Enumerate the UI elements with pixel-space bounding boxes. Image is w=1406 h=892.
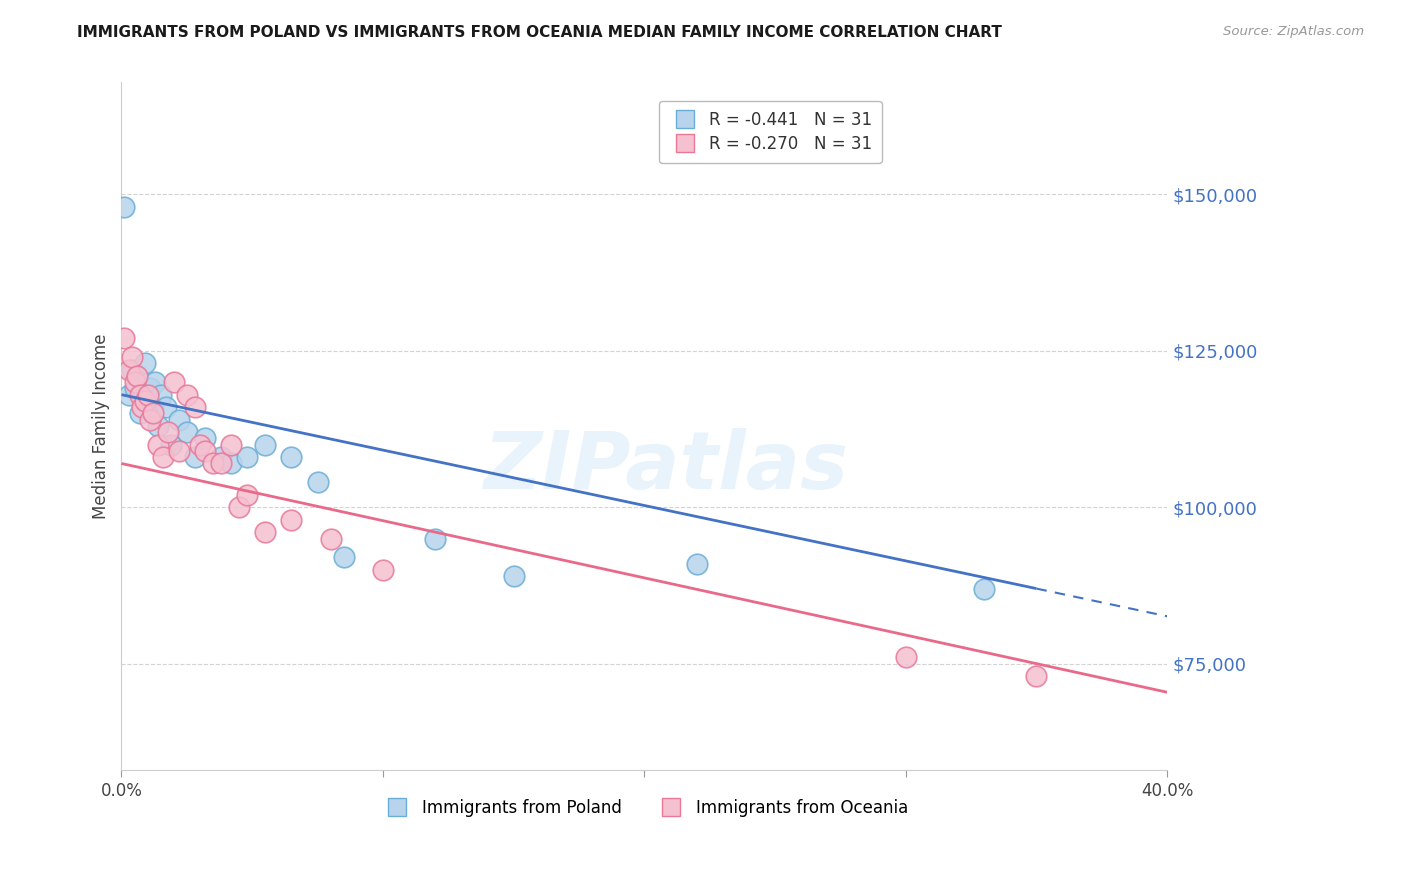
Point — [973, 582, 995, 596]
Point — [136, 393, 159, 408]
Point — [254, 525, 277, 540]
Point — [145, 375, 167, 389]
Text: Source: ZipAtlas.com: Source: ZipAtlas.com — [1223, 25, 1364, 38]
Point — [157, 425, 180, 440]
Point — [121, 362, 143, 376]
Point — [127, 368, 149, 383]
Point — [142, 406, 165, 420]
Point — [183, 450, 205, 465]
Point — [219, 438, 242, 452]
Point — [425, 532, 447, 546]
Point — [112, 200, 135, 214]
Text: ZIPatlas: ZIPatlas — [482, 428, 848, 507]
Point — [1025, 669, 1047, 683]
Point — [139, 413, 162, 427]
Legend: Immigrants from Poland, Immigrants from Oceania: Immigrants from Poland, Immigrants from … — [373, 792, 915, 823]
Point — [160, 438, 183, 452]
Point — [128, 387, 150, 401]
Point — [167, 413, 190, 427]
Point — [685, 557, 707, 571]
Point — [894, 650, 917, 665]
Point — [502, 569, 524, 583]
Point — [176, 387, 198, 401]
Point — [124, 375, 146, 389]
Point — [152, 450, 174, 465]
Text: IMMIGRANTS FROM POLAND VS IMMIGRANTS FROM OCEANIA MEDIAN FAMILY INCOME CORRELATI: IMMIGRANTS FROM POLAND VS IMMIGRANTS FRO… — [77, 25, 1002, 40]
Point — [149, 387, 172, 401]
Point — [194, 444, 217, 458]
Point — [228, 500, 250, 515]
Point — [371, 563, 394, 577]
Point — [134, 393, 156, 408]
Point — [121, 350, 143, 364]
Y-axis label: Median Family Income: Median Family Income — [93, 334, 110, 519]
Point — [176, 425, 198, 440]
Point — [280, 450, 302, 465]
Point — [163, 375, 186, 389]
Point — [167, 444, 190, 458]
Point — [183, 400, 205, 414]
Point — [219, 457, 242, 471]
Point — [146, 438, 169, 452]
Point — [201, 457, 224, 471]
Point — [236, 488, 259, 502]
Point — [127, 368, 149, 383]
Point — [112, 331, 135, 345]
Point — [188, 438, 211, 452]
Point — [236, 450, 259, 465]
Point — [319, 532, 342, 546]
Point — [131, 400, 153, 414]
Point — [131, 387, 153, 401]
Point — [118, 387, 141, 401]
Point — [134, 356, 156, 370]
Point — [209, 457, 232, 471]
Point — [139, 381, 162, 395]
Point — [146, 419, 169, 434]
Point — [136, 387, 159, 401]
Point — [118, 362, 141, 376]
Point — [254, 438, 277, 452]
Point — [307, 475, 329, 490]
Point — [194, 432, 217, 446]
Point — [124, 381, 146, 395]
Point — [142, 400, 165, 414]
Point — [209, 450, 232, 465]
Point — [332, 550, 354, 565]
Point — [280, 513, 302, 527]
Point — [155, 400, 177, 414]
Point — [128, 406, 150, 420]
